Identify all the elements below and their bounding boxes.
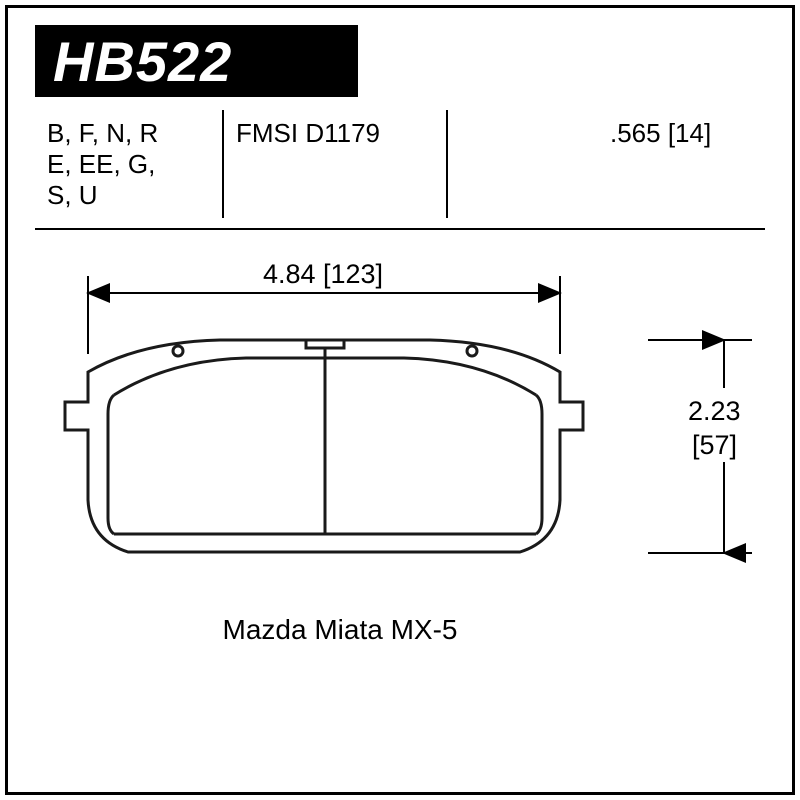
diagram-svg [0, 0, 800, 800]
brake-pad-outline [65, 340, 583, 552]
height-arrow [648, 340, 752, 553]
width-arrow [88, 276, 560, 354]
